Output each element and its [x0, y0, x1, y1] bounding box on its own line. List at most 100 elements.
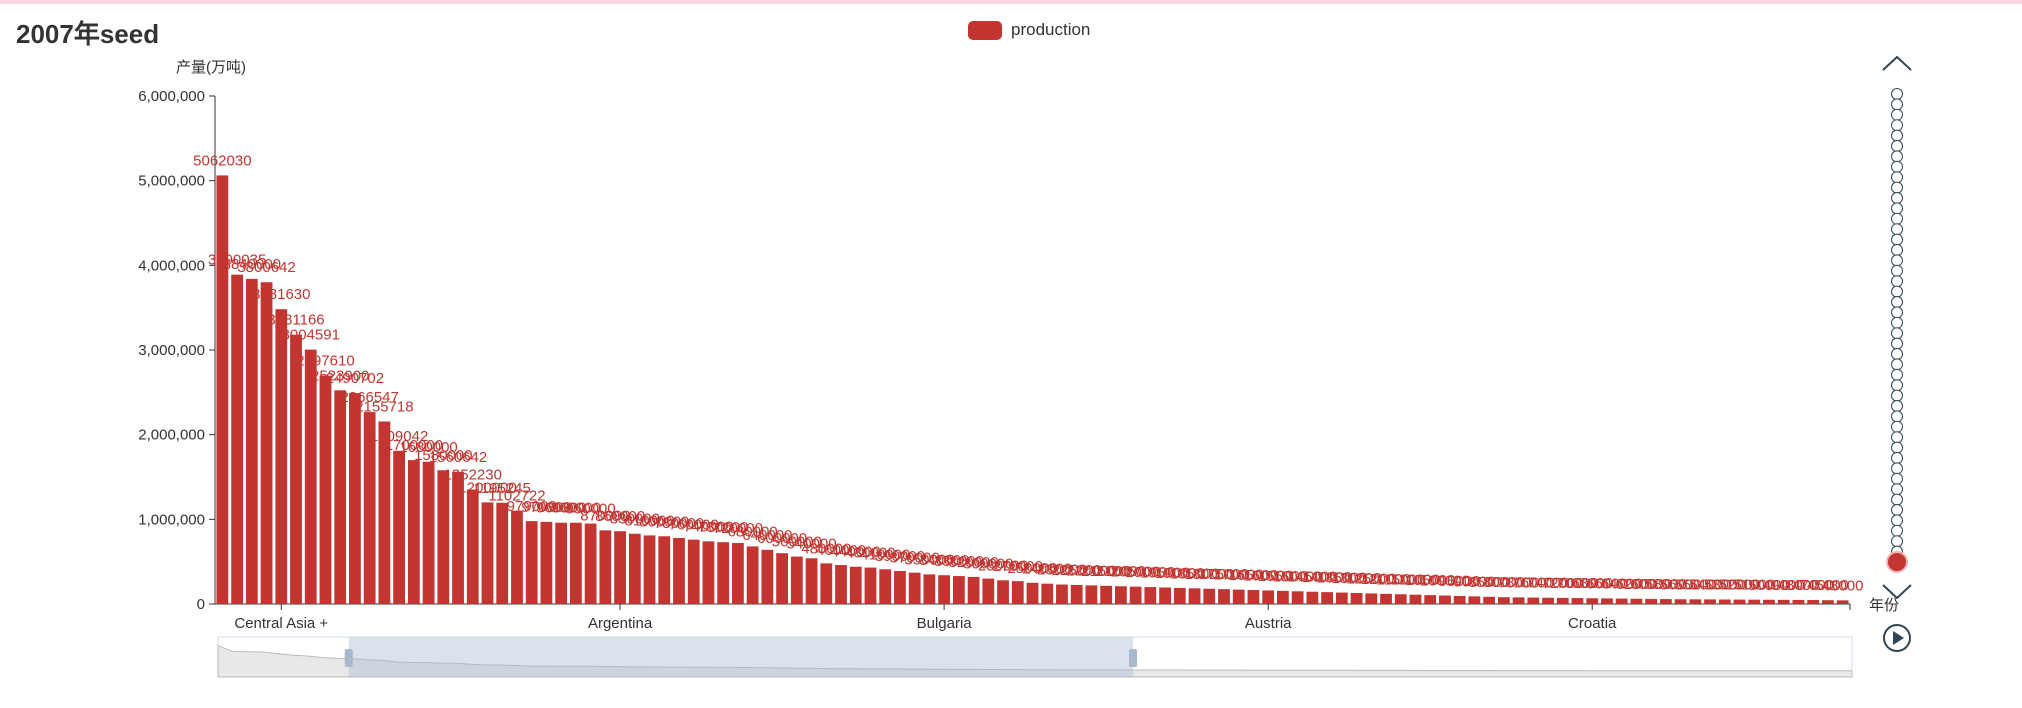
timeline-step[interactable] [1891, 181, 1903, 194]
bar[interactable] [1483, 596, 1496, 604]
bar[interactable] [599, 530, 612, 604]
bar[interactable] [1291, 591, 1304, 604]
bar[interactable] [1232, 589, 1245, 604]
bar[interactable] [643, 535, 656, 604]
timeline-step[interactable] [1891, 431, 1903, 444]
timeline-next-icon[interactable] [1882, 584, 1912, 600]
bar[interactable] [1409, 594, 1422, 604]
bar[interactable] [1026, 582, 1039, 604]
bar[interactable] [1424, 595, 1437, 604]
bar[interactable] [1041, 583, 1054, 604]
bar[interactable] [1159, 587, 1171, 604]
bar[interactable] [1011, 581, 1024, 604]
bar[interactable] [1836, 600, 1849, 604]
bar[interactable] [761, 549, 774, 604]
bar[interactable] [525, 521, 538, 604]
bar[interactable] [1718, 599, 1731, 604]
bar[interactable] [1380, 593, 1392, 604]
play-icon[interactable] [1893, 631, 1904, 645]
bar[interactable] [1512, 597, 1525, 604]
bar[interactable] [1070, 584, 1083, 604]
bar[interactable] [1586, 598, 1599, 604]
bar[interactable] [746, 546, 759, 604]
legend-item-production[interactable]: production [968, 20, 1090, 40]
data-zoom-slider[interactable] [217, 636, 1853, 678]
bar[interactable] [1659, 599, 1672, 604]
timeline-step[interactable] [1891, 160, 1903, 173]
zoom-handle[interactable] [1129, 649, 1138, 667]
timeline-step[interactable] [1891, 524, 1903, 537]
bar[interactable] [216, 175, 229, 604]
timeline-step[interactable] [1891, 254, 1903, 267]
bar[interactable] [1733, 599, 1746, 604]
bar[interactable] [452, 471, 464, 604]
bar[interactable] [1704, 599, 1716, 604]
bar[interactable] [496, 502, 509, 604]
bar[interactable] [1807, 600, 1820, 604]
bar[interactable] [1439, 595, 1451, 604]
bar[interactable] [334, 390, 347, 604]
bar[interactable] [1453, 595, 1466, 604]
timeline-step[interactable] [1891, 483, 1903, 496]
bar[interactable] [555, 522, 568, 604]
bar[interactable] [363, 412, 376, 604]
bar[interactable] [1335, 592, 1348, 604]
timeline-step[interactable] [1891, 493, 1903, 506]
timeline-step[interactable] [1891, 358, 1903, 371]
timeline-step[interactable] [1891, 140, 1903, 152]
timeline-step[interactable] [1891, 452, 1903, 464]
timeline-step[interactable] [1891, 504, 1903, 516]
bar[interactable] [820, 563, 833, 604]
timeline-current-step[interactable] [1886, 551, 1908, 573]
timeline-step[interactable] [1891, 88, 1903, 100]
bar[interactable] [422, 461, 435, 604]
bar[interactable] [1321, 592, 1333, 604]
timeline-step[interactable] [1891, 244, 1903, 256]
bar[interactable] [1630, 598, 1643, 604]
timeline-step[interactable] [1891, 98, 1903, 111]
timeline-step[interactable] [1891, 275, 1903, 288]
bar[interactable] [982, 578, 995, 604]
bar[interactable] [658, 536, 671, 604]
bar[interactable] [319, 375, 332, 604]
bar[interactable] [1188, 588, 1201, 604]
bar[interactable] [849, 566, 862, 604]
bar[interactable] [1556, 597, 1569, 604]
bar[interactable] [466, 489, 479, 604]
bar[interactable] [805, 558, 818, 604]
bar[interactable] [1100, 585, 1113, 604]
timeline-prev-icon[interactable] [1882, 55, 1912, 71]
bar[interactable] [879, 569, 892, 604]
bar[interactable] [776, 553, 788, 604]
bar[interactable] [1144, 587, 1157, 604]
timeline-step[interactable] [1891, 150, 1903, 163]
bar[interactable] [952, 576, 965, 604]
bar[interactable] [407, 460, 420, 604]
bar[interactable] [1822, 600, 1834, 604]
timeline[interactable]: 年份 [1869, 55, 1912, 652]
bar[interactable] [1748, 599, 1761, 604]
timeline-step[interactable] [1891, 410, 1903, 423]
bar[interactable] [1085, 585, 1098, 604]
bar[interactable] [1247, 590, 1260, 604]
bar[interactable] [1350, 592, 1363, 604]
timeline-step[interactable] [1891, 285, 1903, 298]
bar[interactable] [864, 567, 877, 604]
bar[interactable] [1056, 584, 1068, 604]
zoom-selection[interactable] [348, 637, 1134, 677]
timeline-step[interactable] [1891, 368, 1903, 381]
bar[interactable] [1277, 590, 1289, 604]
bar[interactable] [1689, 599, 1702, 604]
bar[interactable] [1571, 598, 1584, 604]
timeline-step[interactable] [1891, 223, 1903, 236]
timeline-step[interactable] [1891, 441, 1903, 454]
bar[interactable] [1203, 588, 1216, 604]
timeline-step[interactable] [1891, 264, 1903, 277]
timeline-step[interactable] [1891, 306, 1903, 319]
bar[interactable] [997, 580, 1009, 604]
timeline-step[interactable] [1891, 316, 1903, 329]
timeline-step[interactable] [1891, 420, 1903, 433]
bar[interactable] [1527, 597, 1540, 604]
bar[interactable] [1468, 596, 1481, 604]
timeline-step[interactable] [1891, 233, 1903, 246]
